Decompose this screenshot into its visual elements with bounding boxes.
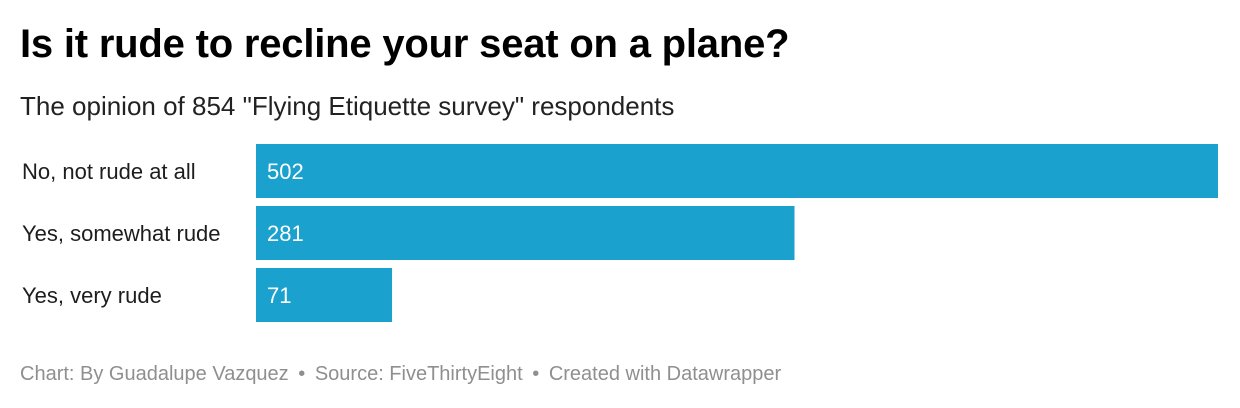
bar-chart: No, not rude at all 502 Yes, somewhat rude… <box>22 144 1218 322</box>
category-label: Yes, somewhat rude <box>22 221 221 246</box>
footer-separator-1: • <box>298 363 306 385</box>
bar <box>256 268 393 322</box>
bar-value-label: 281 <box>267 221 304 246</box>
bar <box>256 144 1218 198</box>
bar <box>256 206 795 260</box>
footer-source: Source: FiveThirtyEight <box>314 363 523 385</box>
bar-value-label: 71 <box>267 283 291 308</box>
category-label: Yes, very rude <box>22 283 162 308</box>
chart-footer: Chart: By Guadalupe Vazquez • Source: Fi… <box>20 363 781 386</box>
footer-credit: Chart: By Guadalupe Vazquez <box>20 363 289 385</box>
chart-subtitle: The opinion of 854 "Flying Etiquette sur… <box>20 91 675 121</box>
footer-tool: Created with Datawrapper <box>548 363 782 385</box>
footer-separator-2: • <box>532 363 540 385</box>
chart-title: Is it rude to recline your seat on a pla… <box>20 22 790 66</box>
bar-value-label: 502 <box>267 159 304 184</box>
category-label: No, not rude at all <box>22 159 196 184</box>
